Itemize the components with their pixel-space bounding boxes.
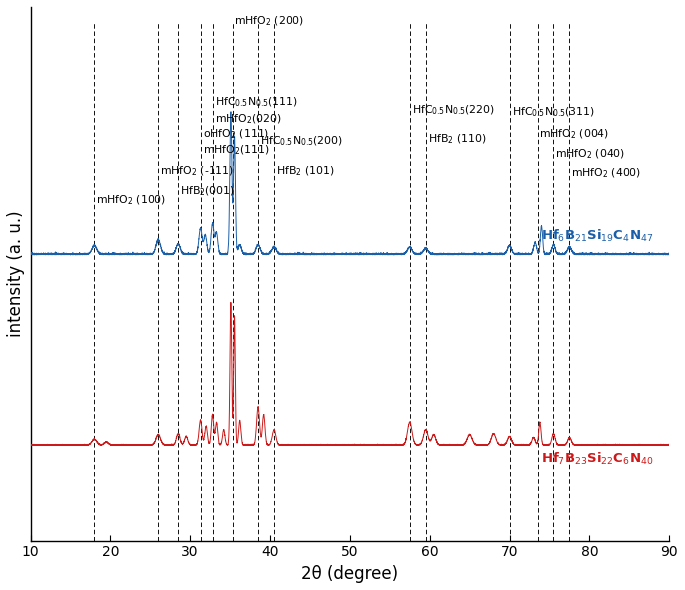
Text: HfC$_{0.5}$N$_{0.5}$(111): HfC$_{0.5}$N$_{0.5}$(111): [214, 96, 297, 109]
Text: HfC$_{0.5}$N$_{0.5}$(220): HfC$_{0.5}$N$_{0.5}$(220): [412, 103, 495, 117]
Text: Hf$_7$B$_{23}$Si$_{22}$C$_6$N$_{40}$: Hf$_7$B$_{23}$Si$_{22}$C$_6$N$_{40}$: [541, 451, 653, 467]
Text: mHfO$_2$ (004): mHfO$_2$ (004): [540, 128, 610, 142]
Text: mHfO$_2$ (200): mHfO$_2$ (200): [234, 15, 305, 28]
Text: HfB$_2$ (101): HfB$_2$ (101): [276, 164, 334, 178]
Text: Hf$_6$B$_{21}$Si$_{19}$C$_4$N$_{47}$: Hf$_6$B$_{21}$Si$_{19}$C$_4$N$_{47}$: [541, 228, 653, 244]
Text: HfB$_2$ (110): HfB$_2$ (110): [427, 132, 486, 146]
Text: HfC$_{0.5}$N$_{0.5}$(311): HfC$_{0.5}$N$_{0.5}$(311): [512, 106, 595, 119]
Text: HfB$_2$(001): HfB$_2$(001): [180, 185, 235, 198]
Text: mHfO$_2$ (-111): mHfO$_2$ (-111): [160, 164, 234, 178]
Text: mHfO$_2$ (040): mHfO$_2$ (040): [556, 147, 625, 160]
Text: HfC$_{0.5}$N$_{0.5}$(200): HfC$_{0.5}$N$_{0.5}$(200): [260, 135, 343, 148]
Text: mHfO$_2$ (400): mHfO$_2$ (400): [571, 166, 642, 180]
Text: mHfO$_2$(111): mHfO$_2$(111): [203, 144, 269, 158]
Text: mHfO$_2$(020): mHfO$_2$(020): [214, 113, 282, 126]
Text: mHfO$_2$ (100): mHfO$_2$ (100): [97, 194, 166, 207]
Text: oHfO$_2$ (111): oHfO$_2$ (111): [203, 128, 269, 142]
X-axis label: 2θ (degree): 2θ (degree): [301, 565, 399, 583]
Y-axis label: intensity (a. u.): intensity (a. u.): [7, 211, 25, 337]
